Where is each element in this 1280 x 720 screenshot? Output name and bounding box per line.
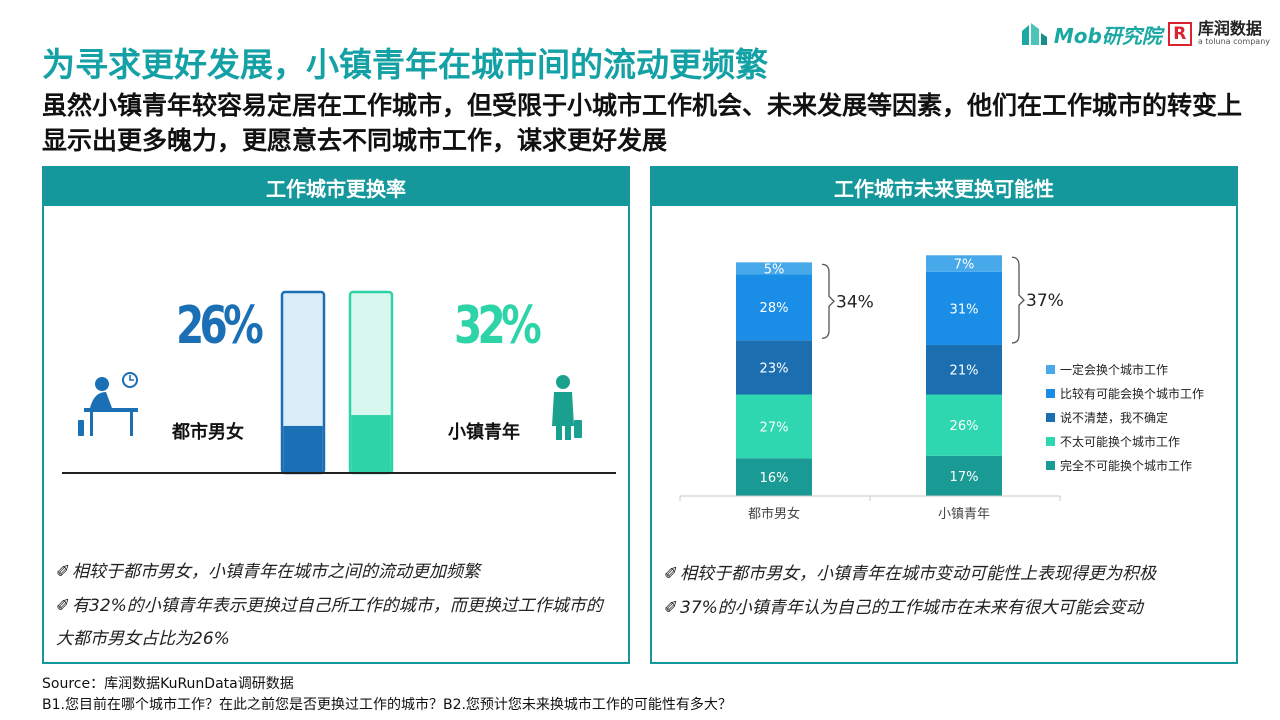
- segment-value-label: 31%: [950, 302, 979, 317]
- note-pin-icon: ✐: [664, 598, 679, 618]
- kurun-logo-name: 库润数据: [1197, 19, 1262, 39]
- segment-value-label: 7%: [954, 258, 975, 273]
- category-label: 小镇青年: [938, 507, 990, 522]
- stacked-bar-segment: [736, 274, 812, 341]
- segment-value-label: 28%: [760, 301, 789, 316]
- gauge-bar-fill: [351, 415, 391, 473]
- right-note-1: ✐ 相较于都市男女，小镇青年在城市变动可能性上表现得更为积极: [664, 558, 1156, 591]
- legend-swatch: [1046, 413, 1055, 422]
- segment-value-label: 27%: [760, 420, 789, 435]
- note-pin-icon: ✐: [664, 564, 679, 584]
- stacked-bar-segment: [736, 394, 812, 459]
- urban-group-label: 都市男女: [172, 422, 244, 443]
- stacked-bar-segment: [736, 262, 812, 275]
- source-line: Source：库润数据KuRunData调研数据: [42, 676, 294, 692]
- left-note-1: ✐ 相较于都市男女，小镇青年在城市之间的流动更加频繁: [56, 556, 480, 589]
- bracket-total-label: 37%: [1026, 291, 1064, 311]
- right-panel: 工作城市未来更换可能性 16% 27% 23% 28% 5% 34% 都市男女 17% 26% 2…: [650, 166, 1238, 664]
- legend-label: 比较有可能会换个城市工作: [1060, 386, 1204, 401]
- office-worker-icon: [78, 372, 138, 436]
- left-note-2: ✐ 有32%的小镇青年表示更换过自己所工作的城市，而更换过工作城市的大都市男女占比…: [56, 590, 616, 656]
- logo-area: Mob研究院 R 库润数据 a toluna company: [1020, 14, 1270, 54]
- stacked-bar-segment: [736, 340, 812, 395]
- stacked-bar-segment: [926, 271, 1002, 345]
- legend-label: 一定会换个城市工作: [1060, 362, 1168, 377]
- kurun-logo-mark: R: [1167, 22, 1192, 46]
- category-label: 都市男女: [748, 506, 800, 522]
- legend-swatch: [1046, 389, 1055, 398]
- stacked-bar-segment: [926, 455, 1002, 496]
- right-note-2: ✐ 37%的小镇青年认为自己的工作城市在未来有很大可能会变动: [664, 592, 1143, 625]
- left-panel: 工作城市更换率 26% 32% 都市男女 小镇青年 ✐ 相较于都市男女，小镇青年在…: [42, 166, 630, 664]
- question-line: B1.您目前在哪个城市工作？在此之前您是否更换过工作的城市？B2.您预计您未来换…: [42, 697, 732, 713]
- source-note: Source：库润数据KuRunData调研数据 B1.您目前在哪个城市工作？在…: [42, 674, 732, 716]
- page-title: 为寻求更好发展，小镇青年在城市间的流动更频繁: [42, 45, 768, 84]
- legend-label: 说不清楚，我不确定: [1060, 410, 1168, 425]
- left-panel-title: 工作城市更换率: [44, 168, 628, 206]
- segment-value-label: 17%: [950, 470, 979, 485]
- stacked-bar-segment: [926, 394, 1002, 456]
- segment-value-label: 16%: [760, 471, 789, 486]
- bracket: [1011, 256, 1025, 344]
- legend-label: 完全不可能换个城市工作: [1060, 458, 1192, 473]
- bracket-total-label: 34%: [836, 292, 874, 312]
- mob-logo-text: Mob研究院: [1053, 23, 1162, 48]
- legend-swatch: [1046, 437, 1055, 446]
- stacked-bar-segment: [926, 344, 1002, 395]
- segment-value-label: 26%: [950, 419, 979, 434]
- stacked-bar-chart: 16% 27% 23% 28% 5% 34% 都市男女 17% 26% 21% 31% 7% 37% 小镇…: [679, 255, 1204, 522]
- note-pin-icon: ✐: [56, 562, 71, 582]
- segment-value-label: 5%: [764, 262, 785, 277]
- gauge-bar-fill: [283, 425, 323, 473]
- legend-label: 不太可能换个城市工作: [1060, 434, 1180, 449]
- right-panel-title: 工作城市未来更换可能性: [652, 168, 1236, 206]
- urban-percent-label: 26%: [176, 296, 264, 356]
- stacked-bar-segment: [736, 458, 812, 496]
- town-percent-label: 32%: [454, 296, 542, 356]
- segment-value-label: 23%: [760, 361, 789, 376]
- legend-swatch: [1046, 365, 1055, 374]
- stacked-bar-segment: [926, 255, 1002, 272]
- kurun-logo-sub: a toluna company: [1197, 37, 1270, 47]
- mob-logo-icon: [1021, 23, 1047, 45]
- town-group-label: 小镇青年: [448, 422, 520, 443]
- page-subtitle: 虽然小镇青年较容易定居在工作城市，但受限于小城市工作机会、未来发展等因素，他们在…: [42, 91, 1243, 155]
- bracket: [821, 263, 835, 339]
- legend-swatch: [1046, 461, 1055, 470]
- note-pin-icon: ✐: [56, 596, 71, 616]
- left-chart-area: [62, 290, 616, 475]
- segment-value-label: 21%: [950, 364, 979, 379]
- young-person-icon: [552, 375, 582, 440]
